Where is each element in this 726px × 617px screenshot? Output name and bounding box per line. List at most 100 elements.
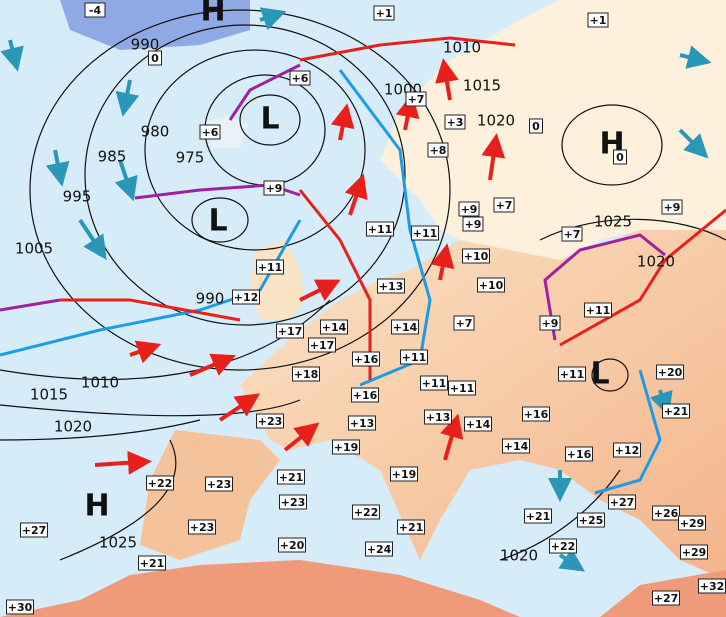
isobar: [561, 104, 663, 186]
temperature-box: [549, 538, 577, 554]
temperature-label: +22: [551, 540, 576, 553]
temperature-label: 0: [151, 52, 159, 65]
cool-wind-arrow: [259, 7, 287, 31]
temperature-box: [662, 403, 690, 419]
isobar-label: 1020: [477, 112, 515, 130]
temperature-label: +23: [281, 496, 306, 509]
temperature-label: +32: [700, 580, 725, 593]
temperature-box: [352, 504, 380, 520]
isobar-label: 990: [131, 36, 160, 54]
temperature-box: [348, 415, 376, 431]
isobar: [29, 9, 451, 371]
occluded-front: [543, 233, 666, 341]
temperature-label: +18: [294, 368, 319, 381]
warm-wind-arrow: [94, 450, 152, 475]
temperature-box: [148, 50, 162, 66]
warm-wind-arrow: [344, 173, 368, 216]
temperature-label: 0: [532, 120, 540, 133]
temperature-box: [458, 201, 480, 217]
warm-wind-arrow: [189, 353, 237, 377]
occluded-front: [228, 63, 301, 121]
temperature-label: +6: [292, 72, 309, 85]
isobar: [591, 358, 629, 392]
temperature-box: [427, 142, 449, 158]
temperature-label: +3: [447, 116, 464, 129]
temperature-label: +11: [450, 382, 475, 395]
temperature-label: +11: [368, 223, 393, 236]
temperature-box: [138, 555, 166, 571]
temperature-label: +12: [234, 291, 259, 304]
warm-wind-arrow: [481, 133, 506, 181]
temperature-label: +21: [140, 557, 165, 570]
temperature-label: +17: [310, 339, 335, 352]
temperature-label: +13: [350, 417, 375, 430]
temperature-label: +16: [567, 448, 592, 461]
temperature-label: +23: [190, 521, 215, 534]
isobar: [59, 439, 177, 561]
isobar-label: 1015: [463, 77, 501, 95]
temperature-box: [444, 114, 466, 130]
temperature-label: +7: [456, 317, 473, 330]
temperature-box: [377, 278, 405, 294]
temperature-box: [539, 315, 561, 331]
temperature-box: [502, 438, 530, 454]
temperature-box: [608, 494, 636, 510]
temperature-box: [263, 180, 285, 196]
temperature-label: +21: [399, 521, 424, 534]
temperature-label: +29: [682, 546, 707, 559]
temperature-label: +10: [479, 279, 504, 292]
temperature-label: +7: [496, 199, 513, 212]
isobar-label: 1020: [500, 547, 538, 565]
pressure-center: L: [208, 204, 227, 239]
cool-wind-arrow: [0, 39, 24, 72]
temperature-box: [292, 366, 320, 382]
temperature-box: [232, 289, 260, 305]
temperature-box: [613, 442, 641, 458]
temperature-box: [351, 387, 379, 403]
warm-front: [299, 36, 516, 62]
occluded-front: [0, 298, 61, 312]
temperature-box: [6, 599, 34, 615]
isobar-label: 1005: [15, 240, 53, 258]
cool-wind-arrow: [679, 45, 712, 69]
temperature-label: +16: [354, 353, 379, 366]
temperature-box: [529, 118, 543, 134]
temperature-label: +9: [266, 182, 283, 195]
temperature-box: [276, 323, 304, 339]
pressure-center: L: [260, 102, 279, 137]
temperature-label: +1: [590, 14, 607, 27]
temperature-label: +23: [207, 478, 232, 491]
temperature-label: +8: [430, 144, 447, 157]
warm-wind-arrow: [435, 58, 459, 101]
isobar-label: 1010: [81, 374, 119, 392]
temperature-label: +9: [461, 203, 478, 216]
temperature-box: [352, 351, 380, 367]
warm-wind-arrow: [299, 279, 341, 302]
temperature-box: [278, 537, 306, 553]
africa: [0, 560, 520, 617]
temperature-box: [256, 259, 284, 275]
warm-wind-arrow: [440, 413, 464, 461]
occluded-front: [134, 183, 301, 200]
warm-front: [60, 298, 241, 322]
isobar-label: 975: [176, 149, 205, 167]
temperature-label: 0: [616, 151, 624, 164]
temperature-label: +11: [422, 377, 447, 390]
isobar-label: 990: [196, 290, 225, 308]
temperature-box: [652, 590, 680, 606]
temperature-box: [279, 494, 307, 510]
temperature-label: +17: [278, 325, 303, 338]
isobar-label: 980: [141, 123, 170, 141]
warm-wind-arrow: [330, 103, 355, 141]
temperature-box: [289, 70, 311, 86]
temperature-box: [365, 541, 393, 557]
temperature-label: +16: [353, 389, 378, 402]
temperature-box: [448, 380, 476, 396]
temperature-box: [464, 416, 492, 432]
cool-wind-arrow: [678, 128, 709, 159]
cool-wind-arrow: [115, 79, 140, 117]
temperature-box: [477, 277, 505, 293]
temperature-label: +20: [280, 539, 305, 552]
isobar-label: 995: [63, 188, 92, 206]
isobar: [0, 419, 201, 441]
